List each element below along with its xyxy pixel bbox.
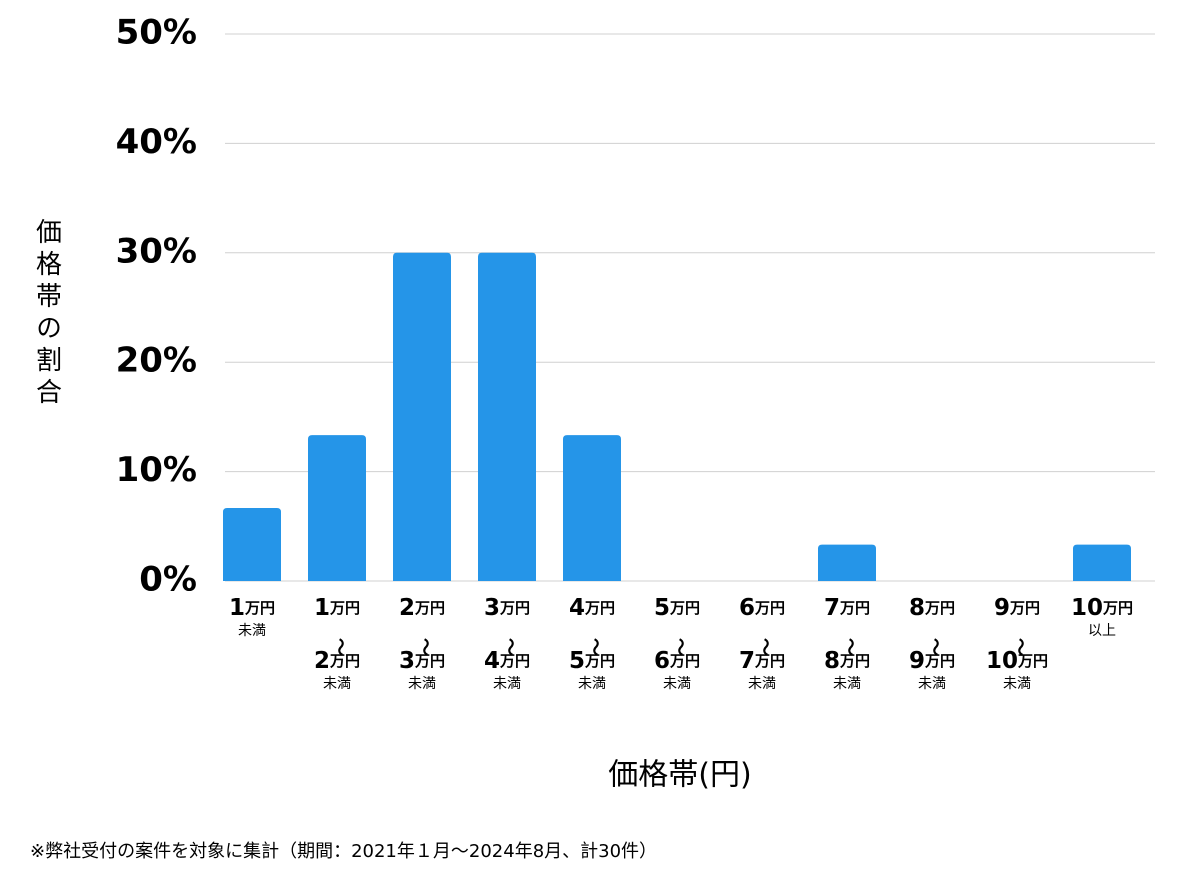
x-tick-label: 5万円〜 6万円未満 [654,595,700,693]
x-tick-label: 7万円〜 8万円未満 [824,595,870,693]
bar [308,435,366,581]
bar [563,435,621,581]
x-tick-label: 4万円〜 5万円未満 [569,595,615,693]
x-tick-label: 3万円〜 4万円未満 [484,595,530,693]
bar [223,508,281,581]
y-tick-label: 40% [116,122,197,162]
x-axis-title: 価格帯(円) [608,758,751,793]
y-tick-label: 30% [116,231,197,271]
bar [393,252,451,582]
y-tick-label: 10% [116,450,197,490]
y-axis-title: 価格帯の割合 [32,218,62,410]
footnote: ※弊社受付の案件を対象に集計（期間：2021年１月〜2024年8月、計30件） [30,841,657,862]
x-tick-label: 6万円〜 7万円未満 [739,595,785,693]
x-tick-label: 9万円〜 10万円未満 [986,595,1048,693]
x-tick-label: 10万円以上 [1071,595,1133,640]
bar [818,544,876,581]
y-tick-label: 0% [139,560,197,600]
x-tick-label: 8万円〜 9万円未満 [909,595,955,693]
y-tick-label: 50% [116,13,197,53]
bar [1073,544,1131,581]
x-tick-label: 2万円〜 3万円未満 [399,595,445,693]
x-tick-label: 1万円未満 [229,595,275,640]
x-tick-label: 1万円〜 2万円未満 [314,595,360,693]
y-tick-label: 20% [116,341,197,381]
bar [478,252,536,582]
